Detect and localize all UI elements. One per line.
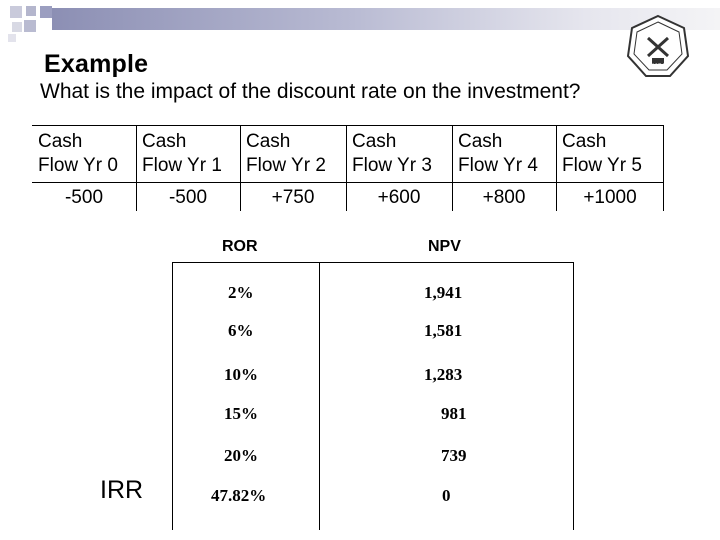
cash-flow-divider bbox=[452, 125, 453, 211]
cash-flow-value-yr3: +600 bbox=[377, 187, 421, 208]
cash-flow-divider bbox=[663, 125, 664, 211]
header-gradient-bar bbox=[52, 8, 720, 30]
cash-flow-header-yr2: Cash Flow Yr 2 bbox=[246, 131, 326, 176]
ror-value-row-5: 20% bbox=[224, 446, 258, 465]
university-seal-icon: 1874 bbox=[626, 14, 690, 77]
cash-flow-header-yr3: Cash Flow Yr 3 bbox=[352, 131, 432, 176]
decor-square-5 bbox=[24, 20, 36, 32]
svg-text:1874: 1874 bbox=[651, 64, 665, 70]
ror-value-row-3: 10% bbox=[224, 365, 258, 384]
ror-value-row-2: 6% bbox=[228, 321, 254, 340]
cash-flow-value-yr2: +750 bbox=[271, 187, 315, 208]
decor-square-1 bbox=[10, 6, 22, 18]
ror-table-top-border bbox=[172, 262, 574, 263]
cash-flow-divider bbox=[136, 125, 137, 211]
ror-value-row-6: 47.82% bbox=[211, 486, 267, 505]
cash-flow-header-yr0: Cash Flow Yr 0 bbox=[38, 131, 118, 176]
ror-table-middle-divider bbox=[319, 262, 320, 530]
cash-flow-header-yr4: Cash Flow Yr 4 bbox=[458, 131, 538, 176]
slide-title: Example bbox=[44, 50, 149, 78]
cash-flow-value-yr5: +1000 bbox=[583, 187, 637, 208]
decor-square-3 bbox=[40, 6, 52, 18]
decor-square-2 bbox=[26, 6, 36, 16]
npv-value-row-2: 1,581 bbox=[424, 321, 463, 340]
cash-flow-header-yr5: Cash Flow Yr 5 bbox=[562, 131, 642, 176]
npv-value-row-4: 981 bbox=[441, 404, 467, 423]
cash-flow-divider bbox=[346, 125, 347, 211]
decor-square-6 bbox=[8, 34, 16, 42]
npv-value-row-3: 1,283 bbox=[424, 365, 463, 384]
ror-table-left-border bbox=[172, 262, 173, 530]
cash-flow-divider bbox=[556, 125, 557, 211]
cash-flow-divider bbox=[240, 125, 241, 211]
ror-column-header: ROR bbox=[222, 238, 258, 255]
cash-flow-value-yr1: -500 bbox=[168, 187, 208, 208]
ror-value-row-1: 2% bbox=[228, 283, 254, 302]
npv-column-header: NPV bbox=[428, 238, 461, 255]
decor-square-4 bbox=[12, 22, 22, 32]
cash-flow-header-row bbox=[32, 125, 664, 183]
cash-flow-header-yr1: Cash Flow Yr 1 bbox=[142, 131, 222, 176]
npv-value-row-1: 1,941 bbox=[424, 283, 463, 302]
npv-value-row-5: 739 bbox=[441, 446, 467, 465]
ror-table-right-border bbox=[573, 262, 574, 530]
cash-flow-table: Cash Flow Yr 0 Cash Flow Yr 1 Cash Flow … bbox=[32, 125, 664, 211]
slide-question: What is the impact of the discount rate … bbox=[40, 80, 581, 103]
cash-flow-value-yr0: -500 bbox=[64, 187, 104, 208]
npv-value-row-6: 0 bbox=[442, 486, 451, 505]
ror-value-row-4: 15% bbox=[224, 404, 258, 423]
irr-label: IRR bbox=[100, 476, 144, 504]
cash-flow-value-yr4: +800 bbox=[482, 187, 526, 208]
